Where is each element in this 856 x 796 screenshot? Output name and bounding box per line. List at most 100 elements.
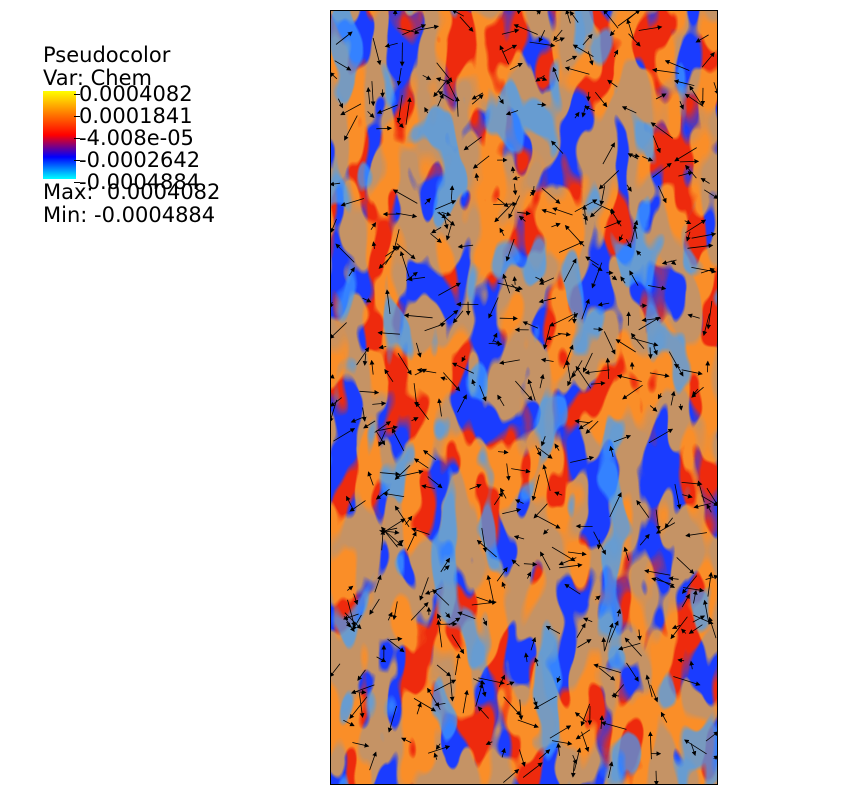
vector-arrow [657, 185, 667, 204]
vector-arrow [613, 434, 632, 443]
vector-arrow [517, 210, 531, 216]
vector-arrow [410, 602, 429, 621]
vector-arrow [601, 637, 607, 652]
vector-arrow [493, 491, 504, 506]
vector-arrow [631, 153, 640, 158]
vector-arrow [394, 505, 410, 528]
vector-arrow [376, 104, 398, 114]
vector-arrow [385, 245, 397, 265]
vector-arrow [642, 156, 654, 162]
vector-arrow [436, 619, 443, 648]
vector-arrow [503, 696, 521, 716]
vector-arrow [411, 527, 430, 535]
vector-arrow [678, 171, 694, 177]
vector-arrow [563, 344, 574, 369]
vector-arrow [372, 37, 382, 66]
vector-arrow [424, 197, 431, 205]
vector-arrow [597, 302, 610, 307]
vector-arrow [653, 770, 659, 785]
vector-arrow [563, 258, 577, 282]
vector-arrow [648, 428, 674, 444]
vector-arrow [366, 87, 371, 105]
vector-arrow [582, 204, 588, 225]
vector-arrow [627, 10, 641, 21]
vector-arrow [572, 754, 578, 765]
vector-arrow [413, 383, 419, 407]
vector-arrow [438, 309, 459, 327]
vector-arrow [497, 394, 505, 407]
vector-arrow [645, 674, 653, 698]
vector-arrow [533, 695, 557, 709]
vector-arrow [549, 314, 574, 327]
vector-arrow [687, 243, 714, 249]
vector-arrow [655, 509, 661, 531]
vector-arrow [649, 405, 658, 412]
vector-arrow [401, 737, 412, 744]
vector-arrow [668, 576, 679, 581]
vector-arrow [575, 523, 593, 529]
vector-arrow [681, 575, 698, 594]
vector-arrow [518, 699, 524, 721]
vector-arrow [330, 181, 341, 187]
vector-arrow [551, 140, 564, 154]
vector-arrow [411, 417, 419, 422]
vector-arrow [616, 608, 622, 617]
vector-arrow [533, 503, 548, 519]
vector-arrow [385, 289, 391, 315]
vector-arrow [600, 721, 627, 730]
vector-arrow [359, 390, 380, 395]
vector-arrow [522, 321, 539, 329]
vector-arrow [445, 612, 451, 619]
vector-arrow [625, 239, 632, 249]
vector-arrow [543, 528, 549, 535]
vector-arrow [511, 468, 531, 474]
vector-arrow [437, 93, 444, 107]
vector-arrow [514, 499, 524, 504]
vector-arrow [671, 624, 681, 630]
vector-arrow [684, 93, 704, 107]
vector-arrow [452, 310, 464, 324]
vector-arrow [375, 430, 386, 446]
vector-arrow [630, 337, 659, 347]
vector-arrow [581, 298, 590, 320]
vector-arrow [582, 33, 593, 46]
vector-arrow [440, 557, 450, 573]
vector-arrow [648, 731, 653, 760]
vector-arrow [437, 613, 442, 622]
vector-arrow [707, 571, 714, 597]
vector-arrow [673, 79, 695, 86]
vector-arrow [397, 469, 424, 478]
vector-arrow [382, 529, 403, 547]
vector-arrow [347, 599, 356, 627]
vector-arrow [382, 518, 406, 534]
vector-arrow [369, 751, 377, 771]
vector-arrow [348, 267, 355, 277]
vector-arrow [343, 719, 355, 727]
vector-arrow [558, 557, 577, 566]
vector-arrow [377, 330, 400, 336]
vector-arrow [701, 51, 715, 68]
vector-arrow [594, 91, 608, 108]
vector-arrow [371, 241, 377, 249]
vector-arrow [664, 517, 674, 529]
vector-arrow [556, 742, 562, 756]
vector-arrow [367, 471, 374, 486]
vector-arrow [664, 60, 690, 71]
vector-arrow [703, 189, 718, 199]
vector-arrow [551, 546, 576, 562]
vector-arrow [343, 613, 359, 621]
vector-arrow [552, 66, 559, 82]
vector-arrow [684, 739, 707, 755]
vector-arrow [660, 711, 668, 723]
vector-arrow [439, 621, 458, 627]
vector-arrow [655, 522, 676, 534]
vector-arrow [620, 276, 626, 284]
vector-arrow [602, 142, 615, 165]
vector-arrow [432, 589, 450, 606]
vector-arrow [471, 92, 484, 100]
vector-arrow [416, 342, 422, 358]
vector-arrow [685, 532, 707, 538]
vector-arrow [530, 637, 537, 651]
vector-arrow [481, 527, 488, 553]
vector-arrow [350, 684, 375, 694]
